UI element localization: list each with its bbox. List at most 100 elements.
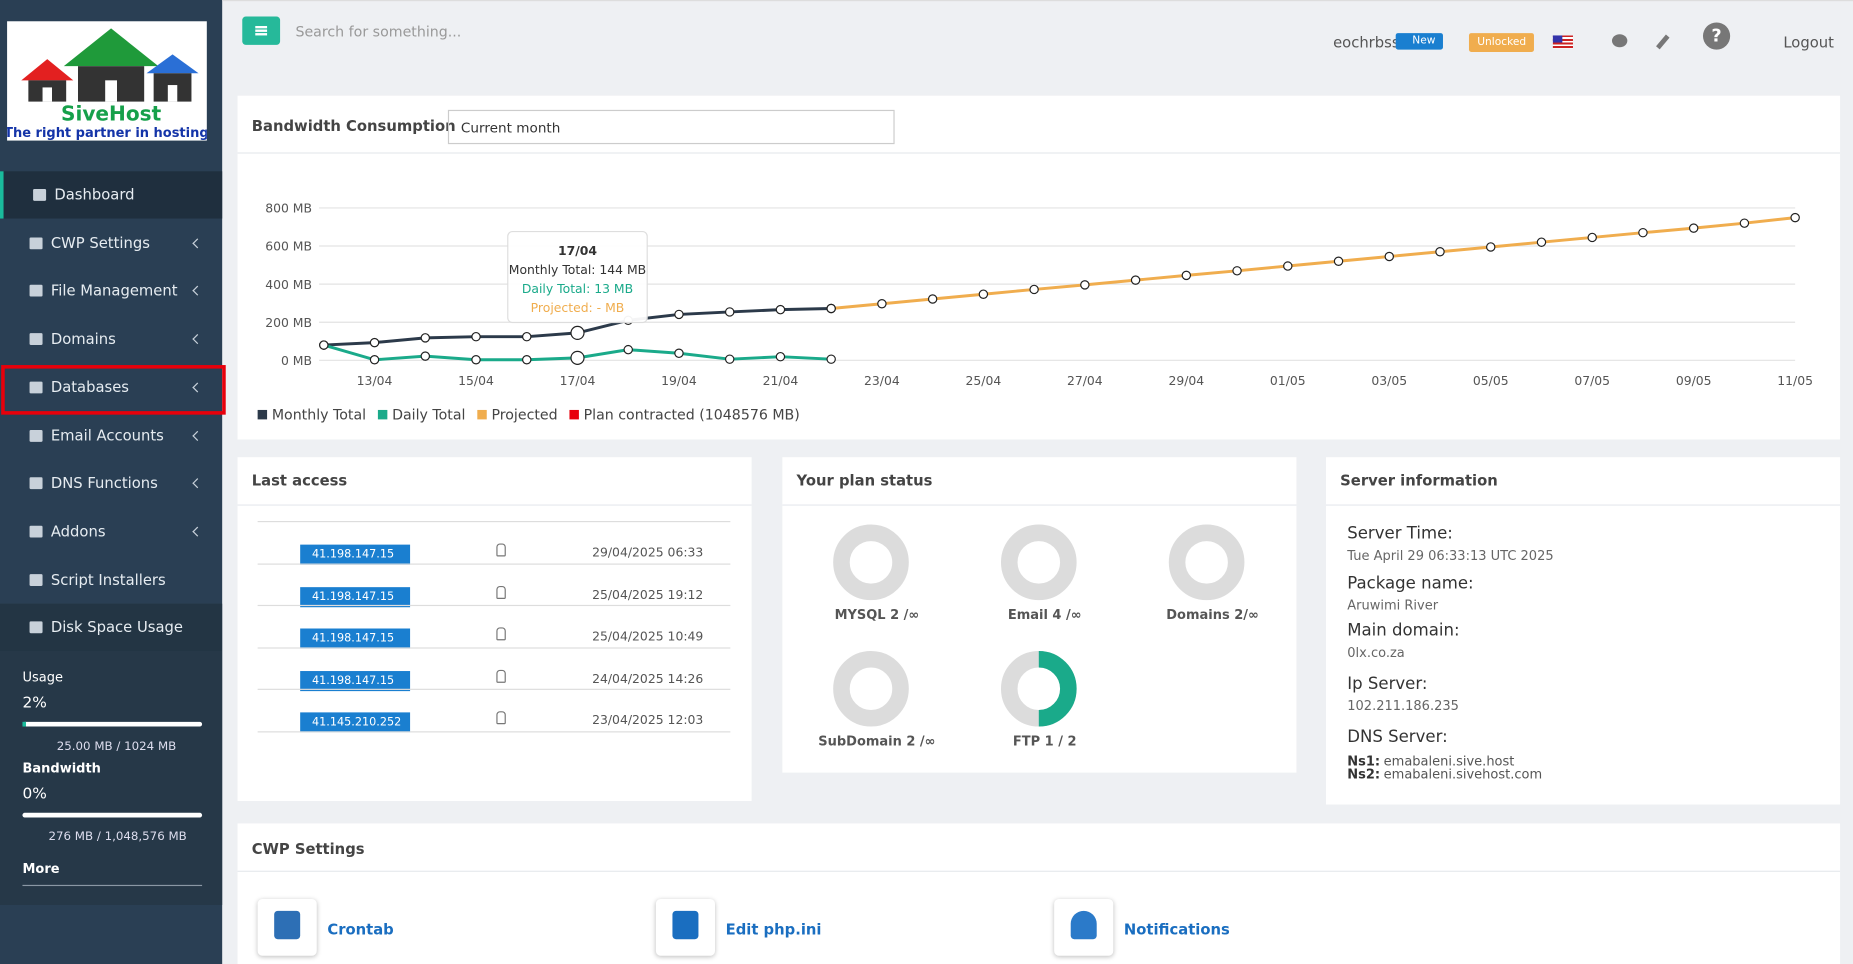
x-tick-label: 27/04 [1067,373,1103,388]
tooltip-daily: Daily Total: 13 MB [522,281,633,296]
ip-badge[interactable]: 41.198.147.15 [300,544,411,565]
menu-item[interactable]: Domains [0,316,222,363]
ns-row: Ns1: emabaleni.sive.host [1347,754,1514,769]
ns-value: emabaleni.sive.host [1383,753,1515,770]
menu-item[interactable]: Script Installers [0,556,222,603]
data-point [1435,247,1445,257]
ns-value: emabaleni.sivehost.com [1383,766,1543,783]
data-point [826,354,836,364]
donut-label: MYSQL 2 /∞ [835,608,920,623]
bandwidth-bar [22,812,203,818]
menu-item[interactable]: Dashboard [0,171,223,219]
panel-title: Bandwidth Consumption [251,116,456,135]
data-point [471,331,481,342]
logo[interactable]: SiveHost The right partner in hosting [4,21,209,141]
logout[interactable]: Logout [1783,33,1834,51]
menu-label: Domains [50,329,116,348]
x-tick-label: 17/04 [560,373,596,388]
more-link[interactable]: More [22,861,60,877]
x-tick-label: 21/04 [763,373,799,388]
panel-title: Server information [1340,471,1498,490]
os-icon [496,627,506,641]
field-label: Package name: [1347,574,1474,594]
menu-toggle[interactable] [242,16,281,45]
x-tick-label: 11/05 [1777,373,1813,388]
legend-swatch [569,409,579,420]
x-tick-label: 13/04 [357,373,393,388]
data-point [674,309,684,320]
field-label: DNS Server: [1347,727,1448,747]
ip-badge[interactable]: 41.198.147.15 [300,670,411,691]
ip-badge[interactable]: 41.145.210.252 [300,712,411,733]
menu-item[interactable]: Addons [0,508,222,555]
x-tick-label: 05/05 [1473,373,1509,388]
menu-item[interactable]: CWP Settings [0,219,222,266]
date: 25/04/2025 10:49 [592,629,704,644]
flag[interactable] [1552,35,1573,49]
menu-icon [29,333,43,346]
tooltip-monthly: Monthly Total: 144 MB [509,262,646,277]
legend-swatch [477,409,487,420]
menu-icon [29,381,43,394]
chevron [192,286,203,297]
chevron [192,334,203,345]
item-link[interactable]: Crontab [327,920,394,939]
x-tick-label: 09/05 [1676,373,1712,388]
search-input[interactable]: Search for something... [295,23,462,41]
donut-label: Domains 2/∞ [1166,608,1259,623]
x-tick-label: 25/04 [966,373,1002,388]
settings-icon[interactable] [1611,34,1628,48]
os-icon [496,543,506,557]
usage-bar [22,721,203,727]
y-tick-label: 800 MB [265,201,312,216]
donut-label: FTP 1 / 2 [1013,734,1077,749]
brush-icon[interactable] [1656,34,1670,50]
item-link[interactable]: Edit php.ini [725,920,822,939]
cwp-panel: CWP Settings Crontab Edit php.ini Notifica… [237,823,1841,964]
period-select[interactable]: Current month [447,109,895,145]
data-point [369,337,380,348]
y-tick-label: 200 MB [265,315,312,330]
bandwidth-percent: 0% [22,785,47,804]
ns-row: Ns2: emabaleni.sivehost.com [1347,767,1542,782]
panel-title: Last access [251,471,348,490]
item-icon-glyph [1070,910,1097,940]
legend-swatch [257,409,268,420]
y-tick-label: 600 MB [265,239,312,254]
item-link[interactable]: Notifications [1123,920,1230,939]
data-point [1638,227,1648,238]
menu-item[interactable]: Disk Space Usage [0,604,223,652]
data-point [420,333,431,343]
help-icon[interactable]: ? [1702,22,1731,50]
menu-item[interactable]: File Management [0,267,222,314]
date: 24/04/2025 14:26 [592,671,704,686]
badge-new[interactable]: New [1395,33,1443,50]
donut-label: SubDomain 2 /∞ [818,734,935,749]
donut [1168,524,1245,601]
menu-icon [29,573,43,586]
menu-label: DNS Functions [50,473,158,492]
y-tick-label: 400 MB [265,277,312,292]
field-label: Ip Server: [1347,674,1428,694]
data-point [522,355,532,365]
data-point [1587,232,1597,243]
data-point [369,355,380,365]
user-name[interactable]: eochrbss [1333,33,1400,51]
x-tick-label: 01/05 [1270,373,1306,388]
ip-badge[interactable]: 41.198.147.15 [300,628,411,649]
menu-item[interactable]: DNS Functions [0,460,222,507]
server-panel: Server information Server Time: Tue April… [1325,457,1841,805]
ip-badge[interactable]: 41.198.147.15 [300,586,411,607]
usage-percent: 2% [22,694,47,713]
bandwidth-label: Bandwidth [22,760,101,777]
x-tick-label: 29/04 [1168,373,1204,388]
last-access-panel: Last access 41.198.147.15 29/04/2025 06:3… [237,457,752,801]
data-point [1283,261,1293,271]
menu-label: Dashboard [54,185,135,204]
menu-item[interactable]: Databases [0,364,226,415]
menu-item[interactable]: Email Accounts [0,412,222,459]
badge-unlocked[interactable]: Unlocked [1468,33,1535,52]
row-line [257,604,731,607]
menu-label: File Management [50,281,178,300]
data-point [1333,256,1344,266]
